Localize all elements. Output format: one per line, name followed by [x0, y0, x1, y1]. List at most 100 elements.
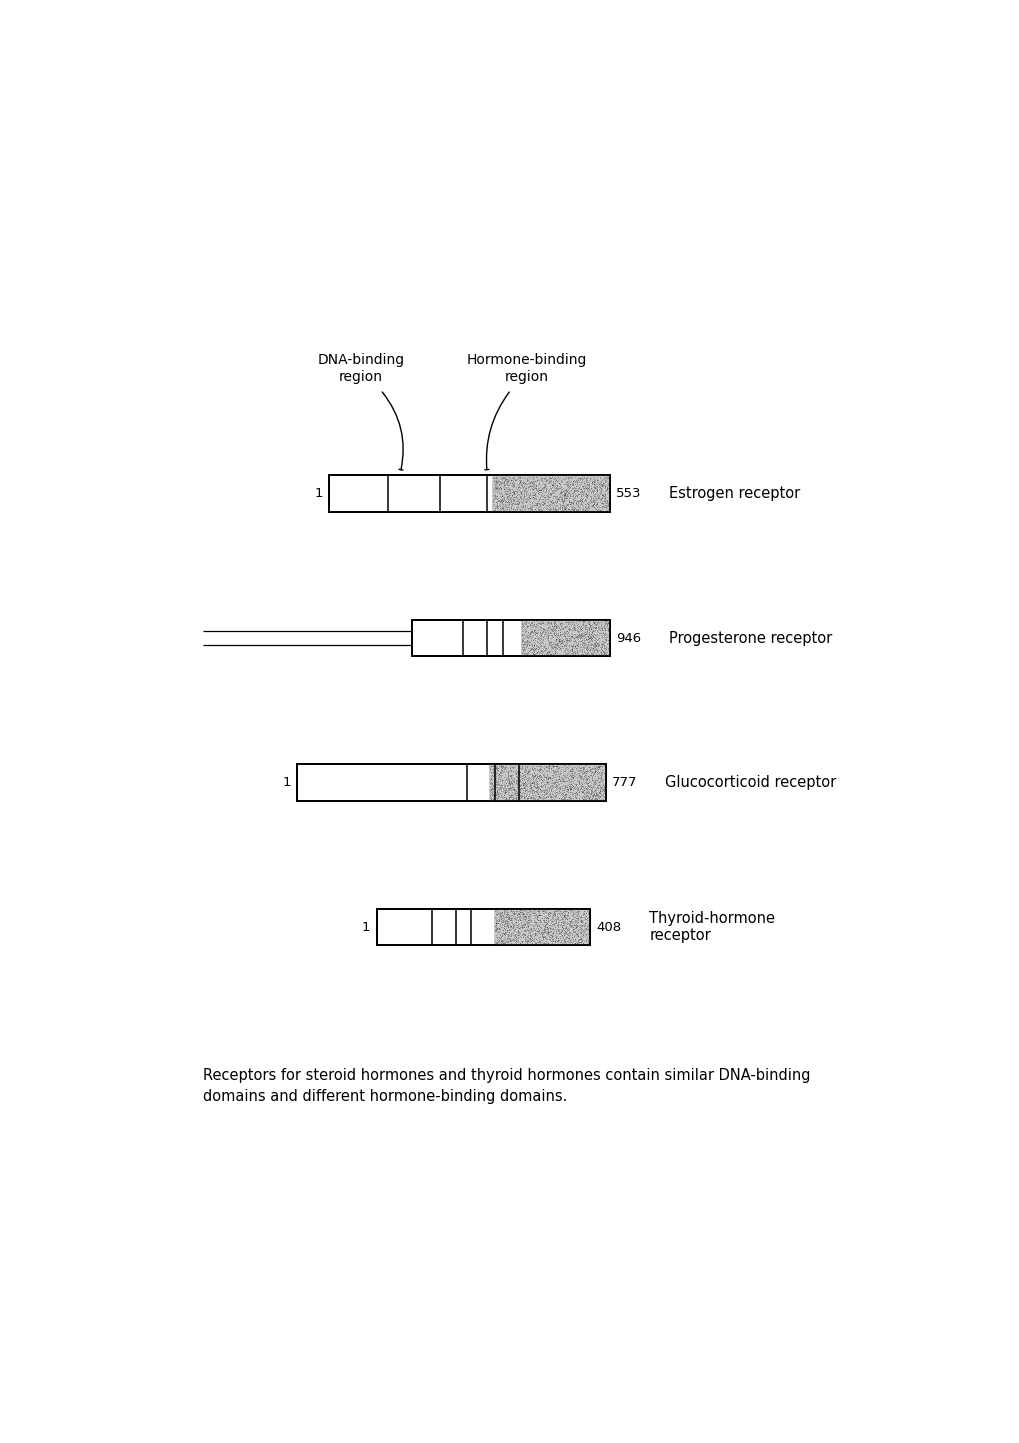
Point: [559, 638, 576, 661]
Point: [582, 476, 598, 499]
Point: [514, 622, 530, 645]
Point: [500, 755, 517, 778]
Point: [596, 485, 612, 508]
Point: [599, 618, 615, 641]
Point: [545, 476, 561, 499]
Point: [568, 900, 584, 924]
Point: [549, 623, 566, 646]
Point: [526, 485, 542, 508]
Point: [517, 488, 533, 511]
Point: [575, 925, 591, 948]
Point: [493, 466, 510, 489]
Point: [516, 644, 532, 667]
Point: [511, 491, 527, 514]
Point: [569, 924, 585, 947]
Point: [596, 636, 612, 659]
Point: [487, 769, 503, 792]
Point: [528, 494, 544, 517]
Point: [572, 623, 588, 646]
Point: [567, 785, 583, 808]
Point: [589, 476, 605, 499]
Point: [581, 613, 597, 636]
Point: [570, 776, 586, 799]
Point: [567, 615, 583, 638]
Point: [515, 925, 531, 948]
Point: [553, 633, 570, 657]
Point: [580, 613, 596, 636]
Point: [518, 491, 534, 514]
Point: [514, 906, 530, 929]
Point: [553, 496, 570, 519]
Point: [581, 636, 597, 659]
Point: [587, 769, 603, 792]
Point: [512, 482, 528, 505]
Point: [548, 470, 565, 494]
Point: [526, 903, 542, 926]
Point: [511, 759, 527, 782]
Point: [486, 782, 502, 805]
Point: [492, 779, 508, 802]
Point: [597, 492, 613, 515]
Point: [542, 908, 558, 931]
Point: [540, 615, 556, 638]
Point: [516, 771, 532, 794]
Point: [500, 479, 517, 502]
Point: [511, 470, 527, 494]
Point: [537, 625, 553, 648]
Point: [518, 919, 534, 942]
Point: [500, 903, 517, 926]
Point: [530, 926, 546, 949]
Point: [584, 623, 600, 646]
Point: [494, 932, 511, 955]
Point: [542, 925, 558, 948]
Point: [559, 756, 576, 779]
Point: [575, 481, 591, 504]
Point: [533, 929, 549, 952]
Point: [544, 619, 560, 642]
Point: [531, 626, 547, 649]
Point: [503, 928, 520, 951]
Point: [502, 771, 519, 794]
Point: [542, 784, 558, 807]
Point: [557, 782, 574, 805]
Point: [492, 928, 508, 951]
Point: [491, 778, 507, 801]
Point: [554, 909, 571, 932]
Point: [537, 911, 553, 934]
Point: [570, 482, 586, 505]
Point: [495, 470, 512, 494]
Point: [506, 760, 523, 784]
Point: [526, 642, 542, 665]
Point: [536, 636, 552, 659]
Point: [573, 909, 589, 932]
Point: [493, 903, 510, 926]
Point: [557, 915, 574, 938]
Point: [531, 903, 547, 926]
Point: [522, 482, 538, 505]
Point: [488, 786, 504, 810]
Point: [496, 476, 513, 499]
Point: [538, 491, 554, 514]
Point: [586, 631, 602, 654]
Point: [549, 769, 566, 792]
Point: [500, 486, 517, 509]
Point: [485, 481, 501, 504]
Point: [537, 620, 553, 644]
Point: [572, 616, 588, 639]
Point: [560, 483, 577, 506]
Point: [504, 486, 521, 509]
Point: [585, 623, 601, 646]
Point: [574, 781, 590, 804]
Point: [564, 918, 580, 941]
Point: [566, 498, 582, 521]
Point: [485, 485, 501, 508]
Point: [583, 470, 599, 494]
Point: [503, 916, 520, 939]
Point: [494, 906, 511, 929]
Point: [538, 642, 554, 665]
Point: [502, 911, 519, 934]
Point: [511, 916, 527, 939]
Point: [526, 488, 542, 511]
Point: [564, 641, 580, 664]
Point: [588, 491, 604, 514]
